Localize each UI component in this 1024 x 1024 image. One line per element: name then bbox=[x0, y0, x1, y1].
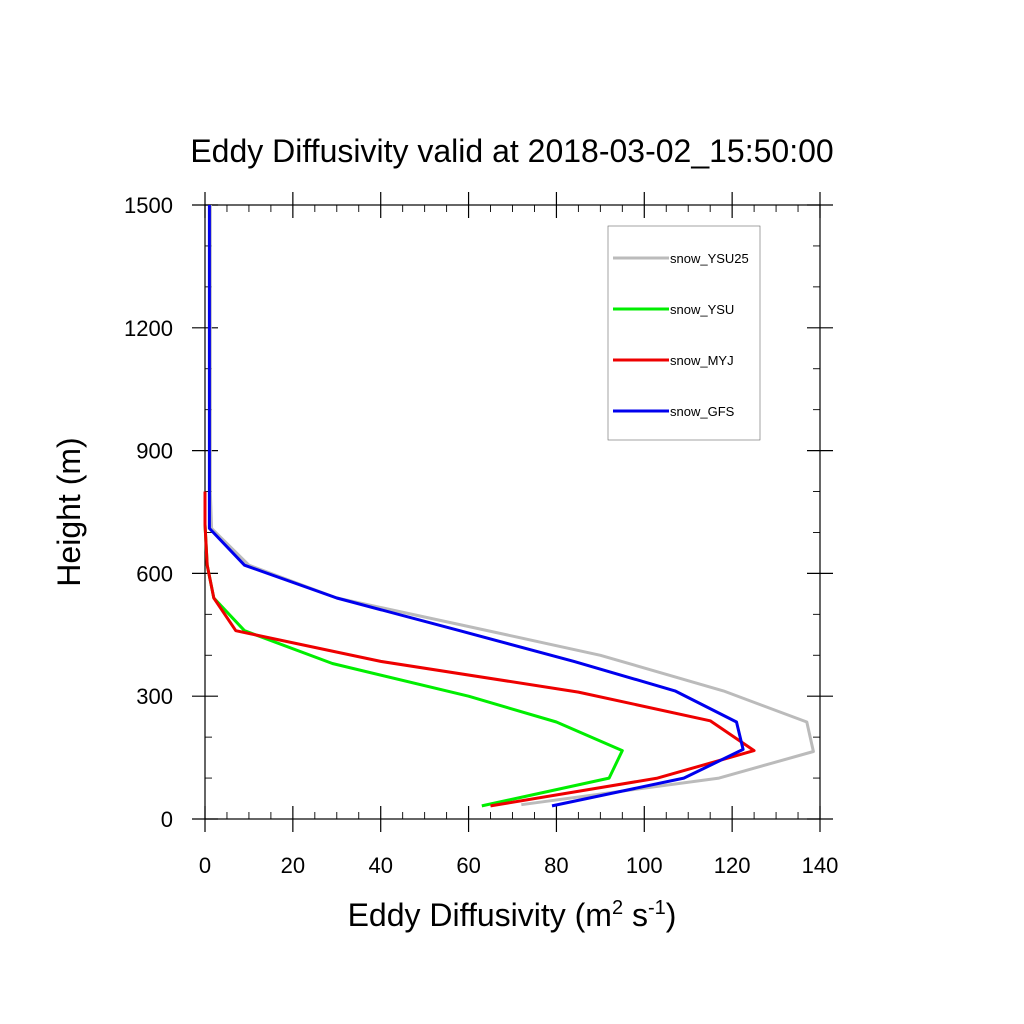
y-tick-label: 900 bbox=[136, 439, 173, 464]
legend-label: snow_YSU bbox=[670, 302, 734, 317]
x-tick-label: 60 bbox=[456, 853, 480, 878]
y-tick-label: 1500 bbox=[124, 193, 173, 218]
x-tick-label: 120 bbox=[714, 853, 751, 878]
x-tick-label: 140 bbox=[802, 853, 839, 878]
series-line-snow-ysu bbox=[203, 491, 624, 808]
series-line-snow-myj bbox=[203, 491, 756, 808]
major-ticks bbox=[192, 192, 833, 832]
plot-area bbox=[192, 192, 833, 832]
legend-label: snow_MYJ bbox=[670, 353, 734, 368]
series-line-snow-gfs bbox=[207, 205, 745, 808]
legend-label: snow_GFS bbox=[670, 404, 735, 419]
x-tick-label: 40 bbox=[368, 853, 392, 878]
y-tick-label: 0 bbox=[161, 807, 173, 832]
x-axis-label: Eddy Diffusivity (m2 s-1) bbox=[348, 897, 677, 933]
y-tick-label: 600 bbox=[136, 561, 173, 586]
chart-title: Eddy Diffusivity valid at 2018-03-02_15:… bbox=[190, 133, 833, 169]
legend-label: snow_YSU25 bbox=[670, 251, 749, 266]
x-tick-label: 20 bbox=[281, 853, 305, 878]
y-tick-label: 300 bbox=[136, 684, 173, 709]
y-axis-label: Height (m) bbox=[51, 437, 87, 586]
legend: snow_YSU25 snow_YSU snow_MYJ snow_GFS bbox=[607, 225, 761, 441]
x-tick-label: 100 bbox=[626, 853, 663, 878]
y-tick-label: 1200 bbox=[124, 316, 173, 341]
x-tick-label: 0 bbox=[199, 853, 211, 878]
series-lines bbox=[203, 205, 815, 808]
y-tick-labels: 0 300 600 900 1200 1500 bbox=[124, 193, 173, 832]
x-tick-labels: 0 20 40 60 80 100 120 140 bbox=[199, 853, 838, 878]
legend-box bbox=[607, 225, 761, 441]
x-tick-label: 80 bbox=[544, 853, 568, 878]
